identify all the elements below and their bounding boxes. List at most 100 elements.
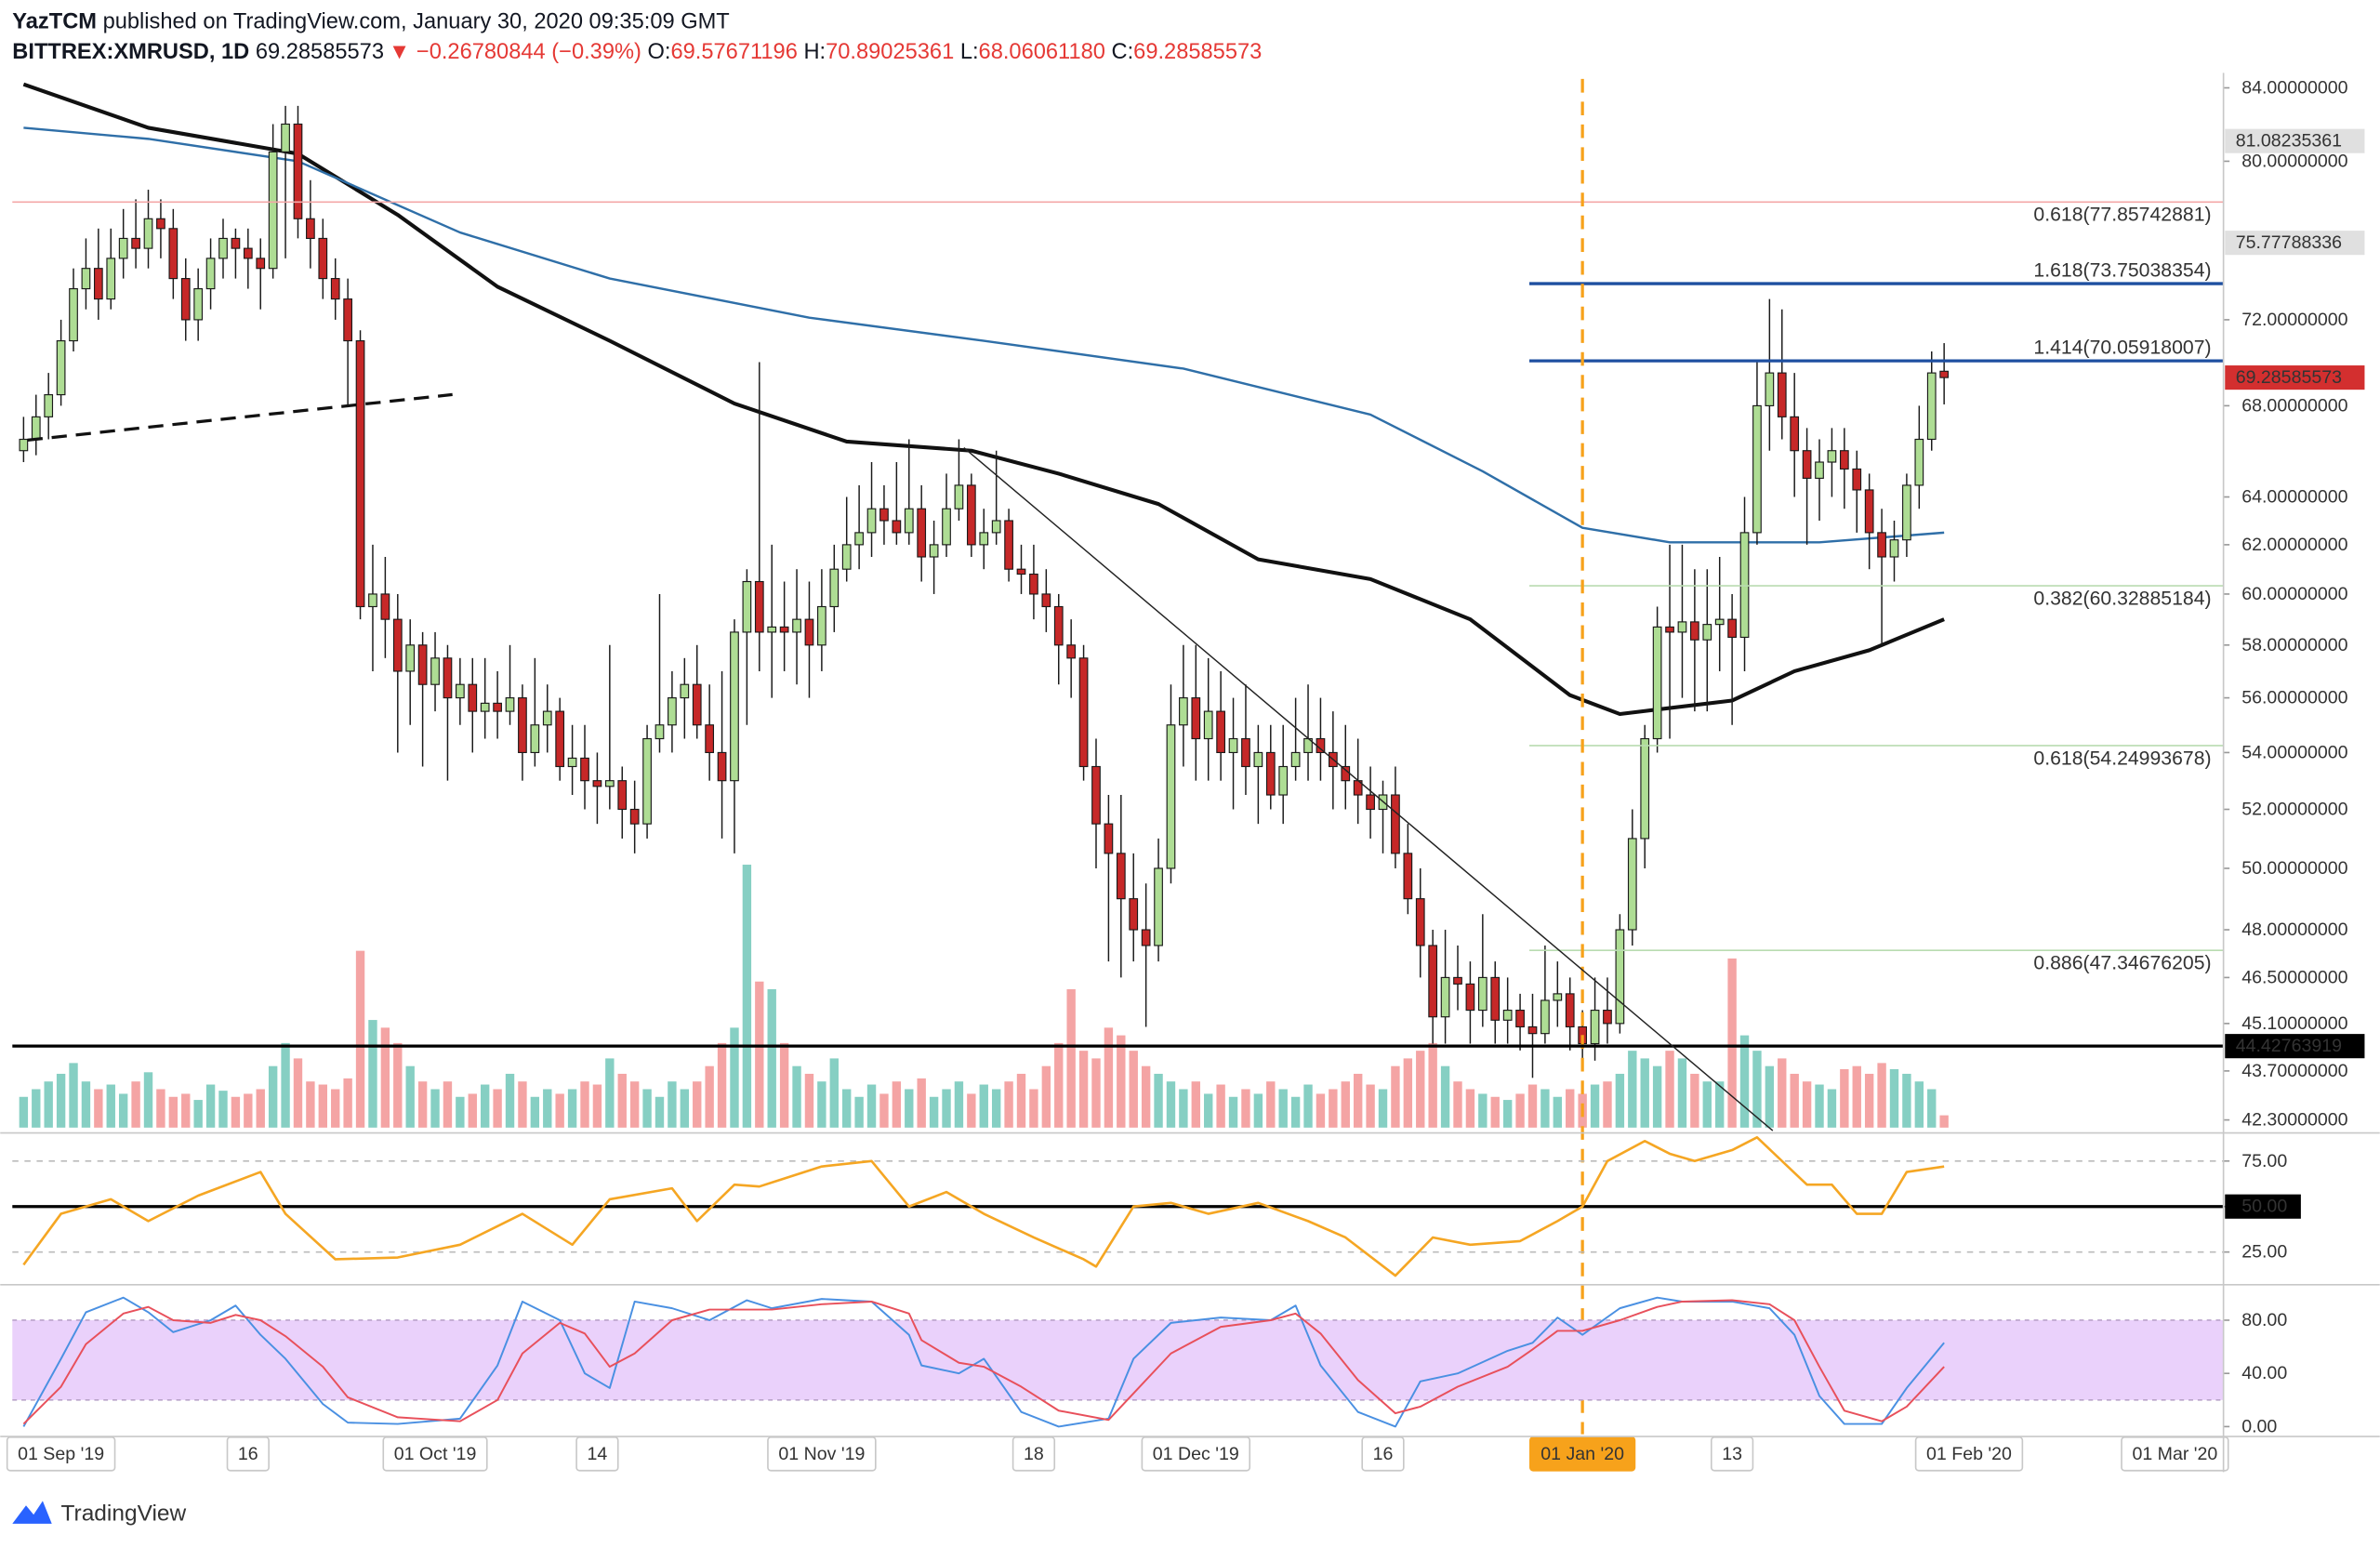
volume-bar — [1316, 1093, 1326, 1128]
candle-body — [717, 751, 727, 782]
series-line — [23, 126, 1945, 544]
volume-bar — [293, 1058, 303, 1128]
volume-bar — [1366, 1084, 1375, 1128]
volume-bar — [1029, 1089, 1038, 1128]
candle-body — [1415, 898, 1425, 946]
candle-body — [1902, 484, 1911, 541]
volume-bar — [168, 1096, 178, 1128]
price-marker-label: 44.42763919 — [2236, 1036, 2342, 1056]
close-value: 69.28585573 — [1133, 40, 1262, 64]
volume-bar — [1465, 1089, 1475, 1128]
candle-body — [1690, 621, 1699, 641]
candle-body — [306, 218, 315, 240]
volume-bar — [1590, 1084, 1600, 1128]
candle-body — [530, 724, 540, 754]
volume-bar — [1066, 988, 1076, 1128]
volume-bar — [1615, 1073, 1625, 1128]
candle-body — [1914, 438, 1924, 486]
volume-bar — [1041, 1065, 1051, 1128]
brand-name: TradingView — [61, 1502, 187, 1527]
candle-body — [1815, 461, 1824, 479]
x-tick-label: 01 Jan '20 — [1540, 1444, 1624, 1464]
volume-bar — [854, 1096, 864, 1128]
volume-bar — [205, 1084, 216, 1128]
volume-bar — [393, 1042, 403, 1128]
candle-body — [243, 247, 253, 259]
volume-bar — [1166, 1081, 1176, 1128]
series-line — [22, 1296, 1945, 1428]
volume-bar — [817, 1081, 826, 1128]
candle-body — [705, 724, 715, 754]
last-price: 69.28585573 — [256, 40, 384, 64]
volume-bar — [405, 1065, 415, 1128]
candle-body — [56, 339, 66, 396]
volume-bar — [1628, 1051, 1637, 1128]
volume-bar — [468, 1093, 477, 1128]
candle-body — [268, 151, 278, 270]
candle-body — [1677, 621, 1687, 633]
volume-bar — [1253, 1093, 1263, 1128]
volume-bar — [1752, 1051, 1762, 1128]
candle-body — [330, 278, 340, 300]
fib-label: 0.618(77.85742881) — [2033, 205, 2211, 226]
volume-bar — [767, 988, 776, 1128]
candle-body — [966, 484, 976, 546]
candle-body — [1714, 618, 1725, 626]
candle-body — [1540, 999, 1550, 1035]
x-tick-label: 01 Mar '20 — [2132, 1444, 2217, 1464]
candle-body — [1104, 823, 1114, 854]
price-marker-label: 81.08235361 — [2236, 131, 2342, 152]
volume-bar — [281, 1042, 290, 1128]
candle-body — [1615, 929, 1625, 1025]
candle-body — [692, 683, 702, 726]
candle-body — [1166, 724, 1176, 869]
candle-body — [1777, 372, 1787, 417]
candle-body — [1565, 993, 1575, 1028]
volume-bar — [1216, 1084, 1225, 1128]
candle-body — [1727, 618, 1737, 639]
candle-body — [318, 237, 328, 280]
candle-body — [19, 438, 29, 452]
volume-bar — [1353, 1073, 1363, 1128]
volume-bar — [605, 1058, 615, 1128]
candle-body — [1066, 644, 1077, 659]
y-tick-label: 75.00 — [2241, 1151, 2287, 1171]
volume-bar — [368, 1020, 377, 1128]
band — [12, 1319, 2224, 1400]
candle-body — [629, 808, 640, 825]
volume-bar — [592, 1084, 602, 1128]
candle-body — [1627, 838, 1637, 931]
volume-bar — [231, 1096, 241, 1128]
volume-bar — [879, 1093, 889, 1128]
series-line — [22, 1136, 1945, 1277]
candle-body — [1203, 710, 1213, 740]
published: published on TradingView.com, January 30… — [103, 10, 730, 34]
volume-bar — [44, 1081, 53, 1128]
low-label: L: — [960, 40, 979, 64]
y-tick-label: 60.00000000 — [2241, 584, 2347, 604]
volume-bar — [654, 1096, 665, 1128]
volume-bar — [1802, 1081, 1812, 1128]
candle-body — [929, 544, 939, 558]
high-value: 70.89025361 — [826, 40, 954, 64]
volume-bar — [1939, 1115, 1949, 1128]
volume-bar — [331, 1089, 340, 1128]
volume-bar — [1228, 1096, 1238, 1128]
volume-bar — [1329, 1089, 1338, 1128]
brand-logo: TradingView — [12, 1501, 187, 1527]
volume-bar — [181, 1093, 191, 1128]
candle-body — [1603, 1010, 1612, 1025]
candle-body — [1290, 751, 1301, 768]
candle-body — [1765, 372, 1775, 406]
last-price-marker-label: 69.28585573 — [2236, 367, 2342, 388]
candle-body — [1926, 372, 1937, 441]
volume-bar — [668, 1081, 677, 1128]
volume-bar — [979, 1084, 988, 1128]
volume-bar — [1840, 1068, 1849, 1128]
volume-bar — [1527, 1084, 1538, 1128]
candle-body — [44, 393, 54, 417]
volume-bar — [1765, 1065, 1775, 1128]
fib-label: 0.382(60.32885184) — [2033, 588, 2211, 609]
volume-bar — [1303, 1084, 1313, 1128]
